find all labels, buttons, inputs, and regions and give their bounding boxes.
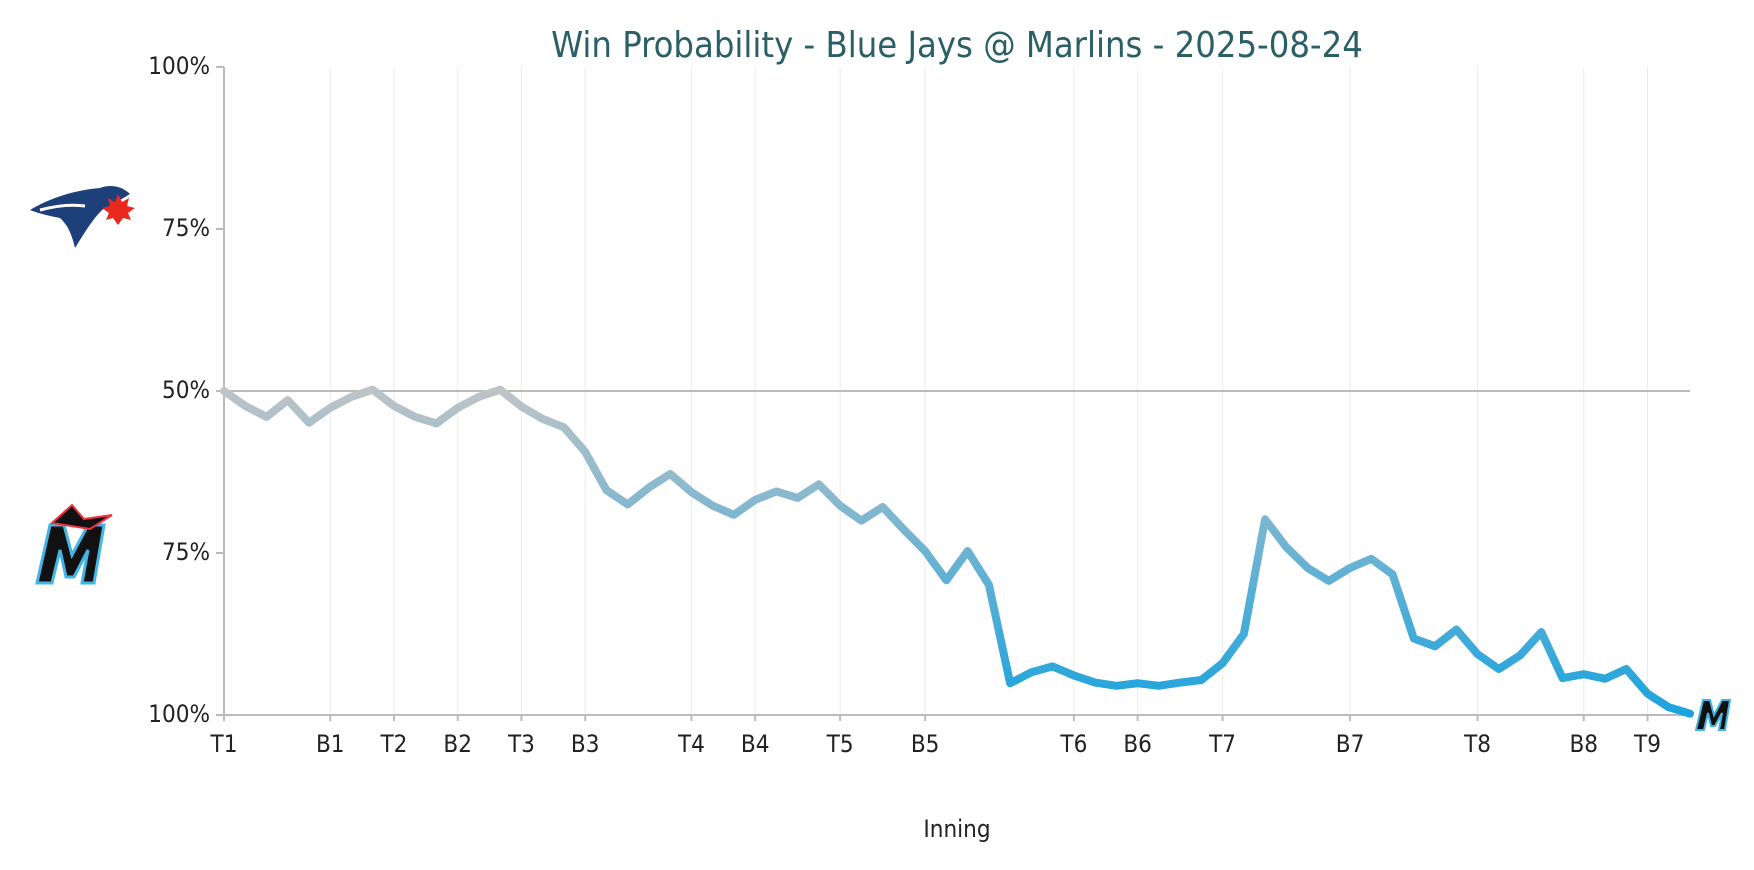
y-tick-label: 75%	[162, 538, 210, 566]
x-tick-label: B8	[1569, 730, 1598, 758]
x-tick-label: T7	[1208, 730, 1236, 758]
x-tick-label: B2	[443, 730, 472, 758]
x-tick-label: B5	[911, 730, 940, 758]
win-probability-line	[220, 385, 1694, 718]
x-tick-label: T2	[380, 730, 408, 758]
y-tick-label: 50%	[162, 376, 210, 404]
home-logo	[35, 503, 113, 585]
x-tick-label: B6	[1123, 730, 1152, 758]
y-tick-label: 75%	[162, 214, 210, 242]
x-axis-label: Inning	[923, 815, 990, 843]
x-tick-label: T4	[677, 730, 705, 758]
away-logo	[30, 186, 135, 248]
x-tick-label: T1	[210, 730, 238, 758]
x-tick-label: T9	[1633, 730, 1661, 758]
x-tick-label: T8	[1463, 730, 1491, 758]
x-tick-label: B4	[741, 730, 770, 758]
chart-title: Win Probability - Blue Jays @ Marlins - …	[551, 25, 1363, 66]
y-tick-label: 100%	[148, 700, 210, 728]
end-logo	[1694, 699, 1732, 731]
x-tick-label: T3	[507, 730, 535, 758]
y-tick-label: 100%	[148, 52, 210, 80]
x-tick-label: B1	[316, 730, 345, 758]
x-tick-label: B3	[571, 730, 600, 758]
x-tick-label: T6	[1059, 730, 1087, 758]
x-tick-label: T5	[826, 730, 854, 758]
x-tick-label: B7	[1336, 730, 1365, 758]
